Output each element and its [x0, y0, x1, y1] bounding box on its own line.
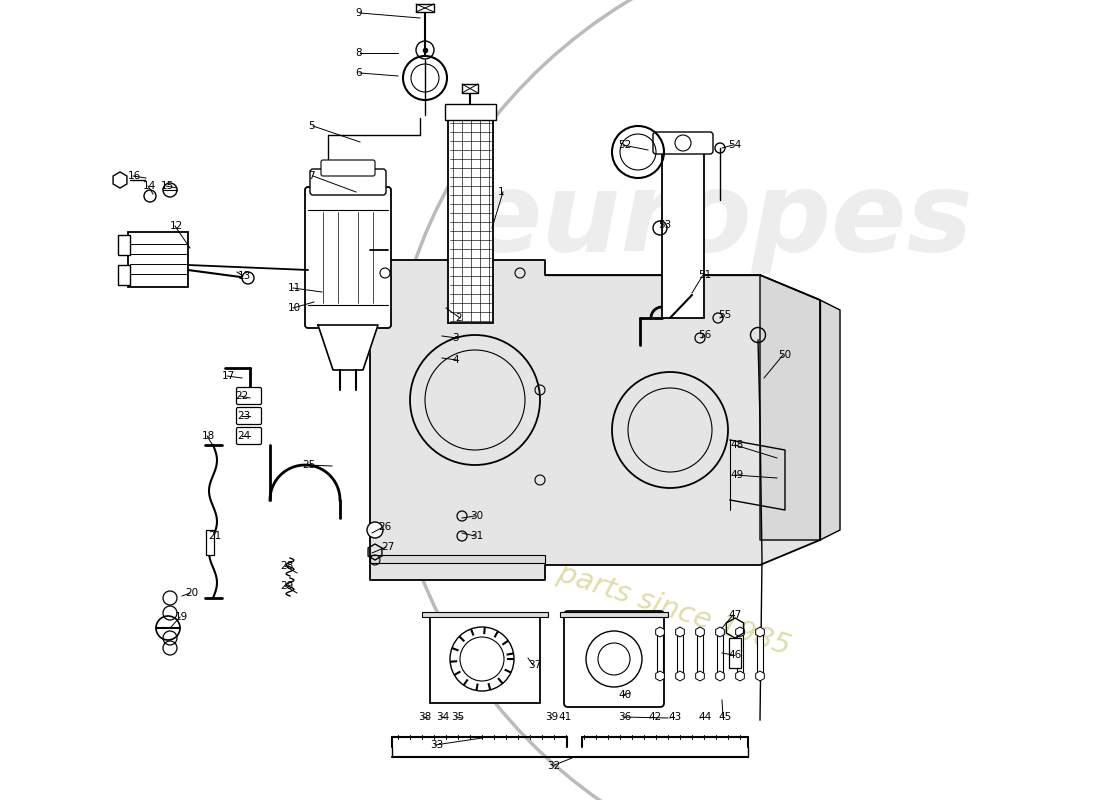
Text: europes: europes	[466, 166, 974, 274]
Text: 44: 44	[698, 712, 712, 722]
Text: 52: 52	[618, 140, 631, 150]
Text: 30: 30	[470, 511, 483, 521]
Text: 13: 13	[238, 271, 251, 281]
Polygon shape	[370, 260, 820, 580]
Polygon shape	[318, 325, 378, 370]
Text: 50: 50	[778, 350, 791, 360]
Text: 46: 46	[728, 650, 741, 660]
Text: 29: 29	[280, 581, 294, 591]
Text: 56: 56	[698, 330, 712, 340]
Bar	[128, 232, 188, 287]
Bar	[729, 638, 741, 668]
Circle shape	[367, 522, 383, 538]
Text: 2: 2	[455, 313, 462, 323]
Bar	[462, 84, 478, 93]
Bar	[422, 612, 548, 617]
Text: 23: 23	[236, 411, 251, 421]
Text: 38: 38	[418, 712, 431, 722]
Text: 47: 47	[728, 610, 741, 620]
Text: 4: 4	[452, 355, 459, 365]
Text: 41: 41	[558, 712, 571, 722]
Text: 32: 32	[547, 761, 560, 771]
Text: 12: 12	[170, 221, 184, 231]
Text: 54: 54	[728, 140, 741, 150]
Text: 39: 39	[544, 712, 558, 722]
Text: 7: 7	[308, 171, 315, 181]
Text: 22: 22	[235, 391, 249, 401]
FancyBboxPatch shape	[564, 611, 664, 707]
Text: 16: 16	[128, 171, 141, 181]
Text: 28: 28	[280, 561, 294, 571]
Text: 11: 11	[288, 283, 301, 293]
Text: 20: 20	[185, 588, 198, 598]
FancyBboxPatch shape	[236, 387, 262, 405]
Bar	[370, 555, 544, 563]
FancyBboxPatch shape	[236, 407, 262, 425]
Text: a passion for parts since 1985: a passion for parts since 1985	[366, 498, 793, 662]
Text: 17: 17	[222, 371, 235, 381]
Text: 48: 48	[730, 440, 744, 450]
Text: 15: 15	[161, 181, 174, 191]
Text: 31: 31	[470, 531, 483, 541]
Text: 27: 27	[381, 542, 394, 552]
FancyBboxPatch shape	[653, 132, 713, 154]
Bar	[430, 615, 540, 703]
Bar	[662, 148, 704, 318]
Text: 21: 21	[208, 531, 221, 541]
Bar	[737, 635, 742, 673]
Polygon shape	[760, 275, 840, 540]
Text: 37: 37	[528, 660, 541, 670]
Text: 5: 5	[308, 121, 315, 131]
Bar	[757, 635, 763, 673]
Bar	[118, 235, 130, 255]
Bar	[697, 635, 703, 673]
Text: 35: 35	[451, 712, 464, 722]
Bar	[446, 104, 496, 120]
FancyBboxPatch shape	[236, 427, 262, 445]
Bar	[657, 635, 663, 673]
Bar	[676, 635, 683, 673]
Bar	[118, 265, 130, 285]
Circle shape	[242, 272, 254, 284]
Text: 3: 3	[452, 333, 459, 343]
Bar	[206, 530, 214, 555]
Text: 36: 36	[618, 712, 631, 722]
Bar	[448, 118, 493, 323]
Text: 6: 6	[355, 68, 362, 78]
Text: 1: 1	[498, 187, 505, 197]
Bar	[717, 635, 723, 673]
Text: 25: 25	[302, 460, 316, 470]
Text: 34: 34	[436, 712, 449, 722]
Text: 14: 14	[143, 181, 156, 191]
FancyBboxPatch shape	[321, 160, 375, 176]
Text: 10: 10	[288, 303, 301, 313]
Bar	[416, 4, 434, 12]
Text: 55: 55	[718, 310, 732, 320]
Text: 51: 51	[698, 270, 712, 280]
Text: 43: 43	[668, 712, 681, 722]
Text: 18: 18	[202, 431, 216, 441]
FancyBboxPatch shape	[305, 187, 390, 328]
Text: 53: 53	[658, 220, 671, 230]
FancyBboxPatch shape	[310, 169, 386, 195]
Text: 26: 26	[378, 522, 392, 532]
Text: 8: 8	[355, 48, 362, 58]
Bar	[560, 612, 668, 617]
Text: 42: 42	[648, 712, 661, 722]
Text: 24: 24	[236, 431, 251, 441]
Text: 40: 40	[618, 690, 631, 700]
Text: 19: 19	[175, 612, 188, 622]
Text: 45: 45	[718, 712, 732, 722]
Text: 33: 33	[430, 740, 443, 750]
Text: 49: 49	[730, 470, 744, 480]
Text: 9: 9	[355, 8, 362, 18]
